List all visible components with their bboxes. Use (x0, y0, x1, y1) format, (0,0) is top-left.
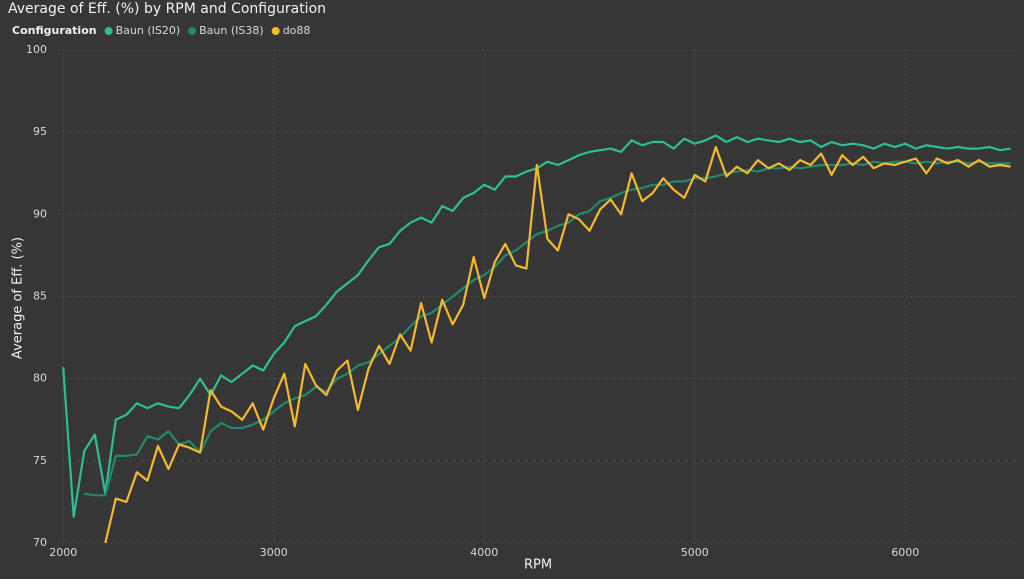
legend-label: Baun (IS20) (116, 24, 181, 37)
legend-label: do88 (283, 24, 311, 37)
legend: Baun (IS20) Baun (IS38) do88 (104, 24, 311, 37)
x-axis-title: RPM (524, 558, 552, 573)
y-tick-label: 85 (33, 290, 47, 303)
x-tick-label: 5000 (681, 546, 709, 559)
y-tick-label: 90 (33, 207, 47, 220)
x-tick-label: 6000 (891, 546, 919, 559)
series-line (104, 145, 1011, 544)
series-line (84, 160, 1011, 497)
legend-title: Configuration (12, 24, 97, 37)
x-tick-label: 2000 (49, 546, 77, 559)
y-tick-label: 95 (33, 125, 47, 138)
legend-marker (188, 27, 197, 35)
chart-title: Average of Eff. (%) by RPM and Configura… (8, 1, 326, 17)
y-tick-label: 70 (33, 536, 47, 549)
y-axis-title: Average of Eff. (%) (11, 237, 26, 359)
legend-marker (104, 27, 113, 35)
x-tick-label: 4000 (470, 546, 498, 559)
y-tick-label: 75 (33, 454, 47, 467)
y-tick-label: 100 (26, 43, 47, 56)
legend-marker (271, 27, 280, 35)
y-tick-label: 80 (33, 372, 47, 385)
legend-label: Baun (IS38) (199, 24, 264, 37)
x-tick-label: 3000 (260, 546, 288, 559)
